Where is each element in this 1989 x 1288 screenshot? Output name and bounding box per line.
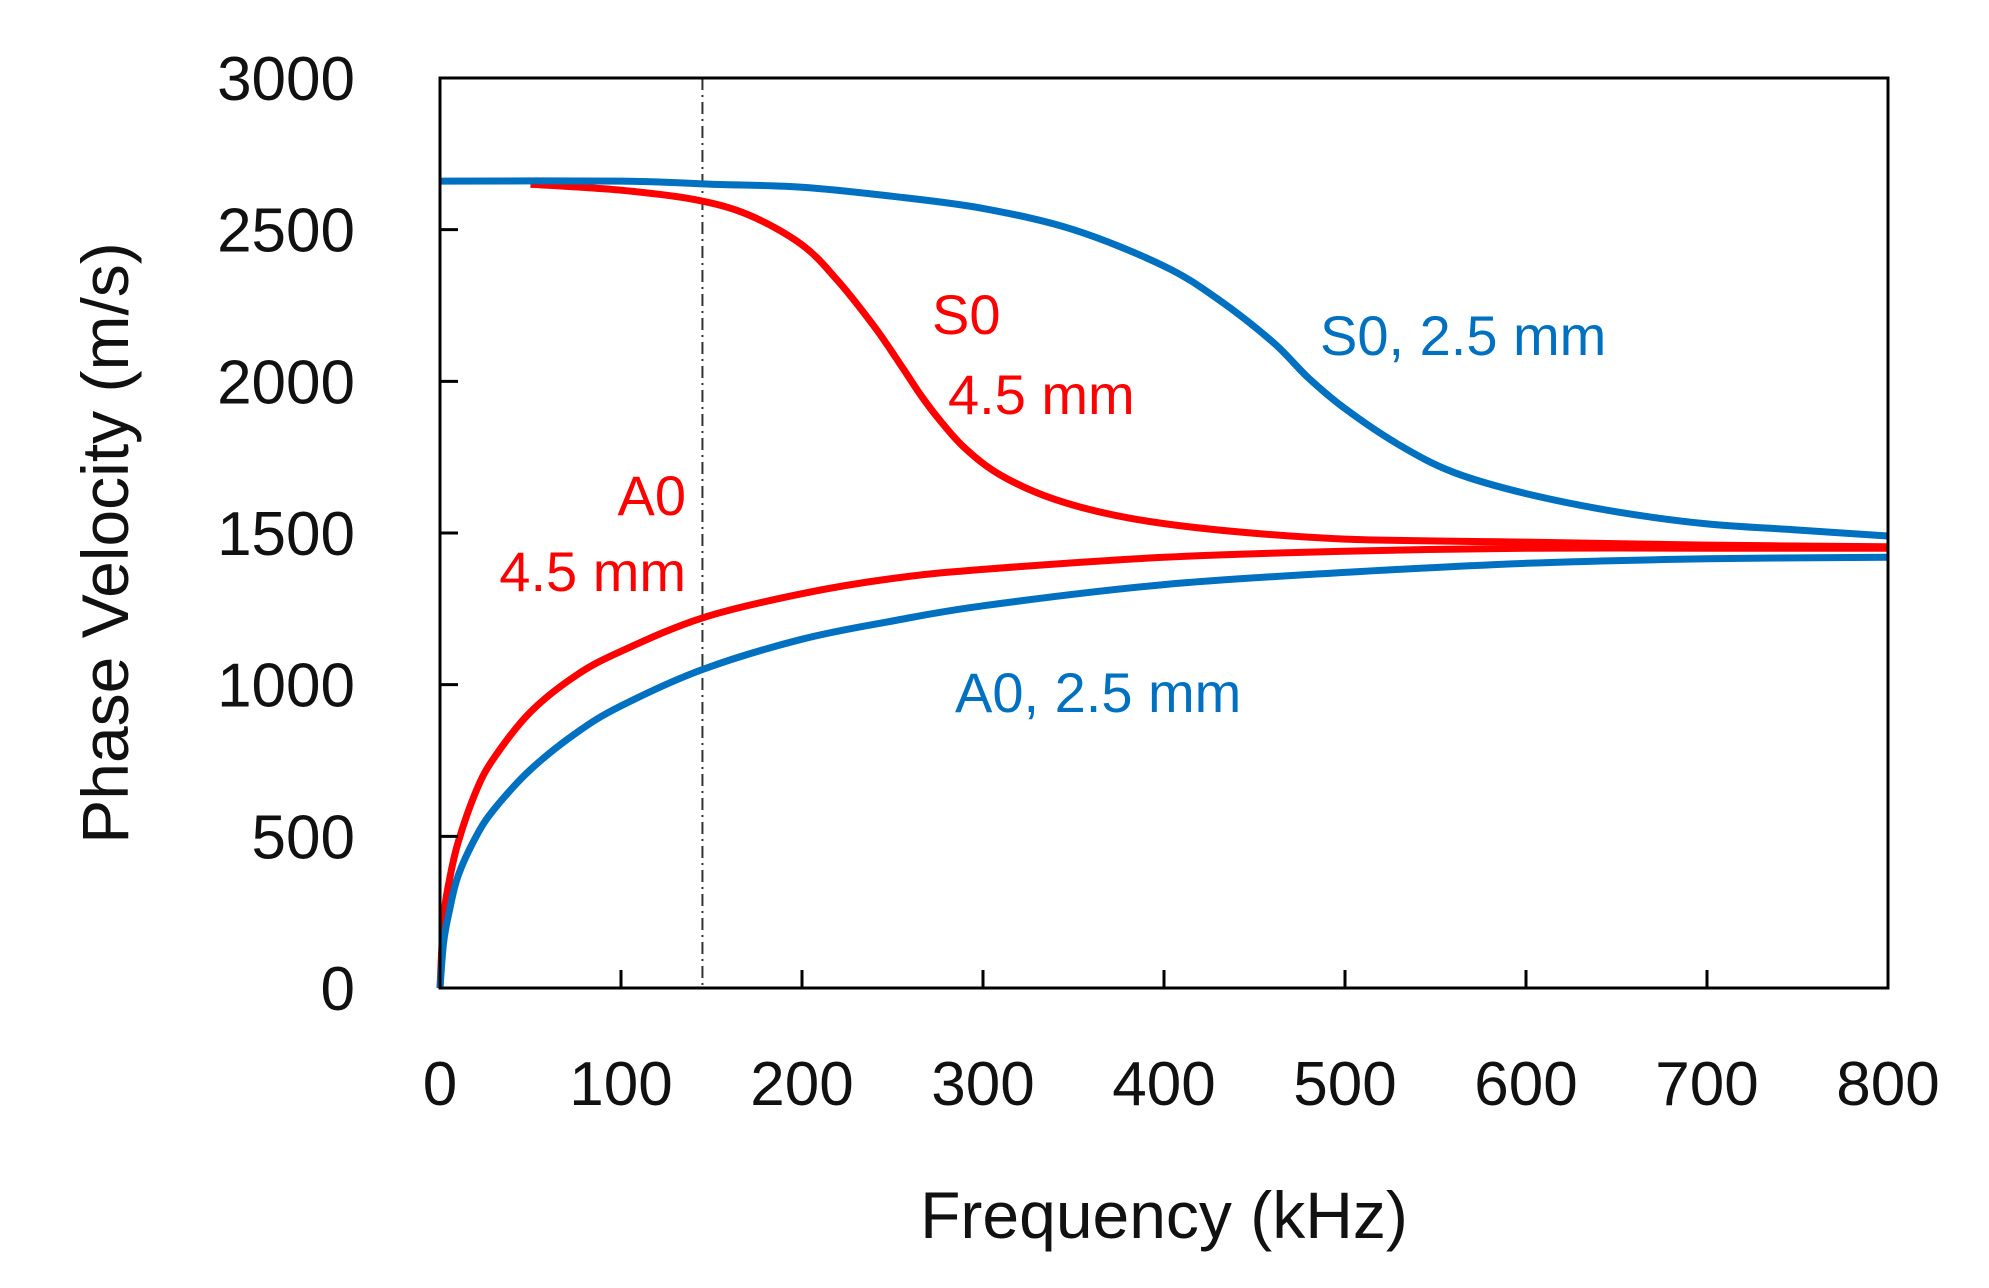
plot-area-frame (438, 76, 1890, 990)
x-tick-label: 700 (1655, 1050, 1758, 1119)
tick-layer: 0 100 200 300 400 500 600 700 800 0 500 1000 1500 200… (217, 45, 1940, 1119)
series-line-a0-2-5-mm (436, 553, 1889, 989)
x-tick-label: 0 (423, 1050, 457, 1119)
x-tick-label: 800 (1836, 1050, 1939, 1119)
series-line-s0-4-5-mm (530, 180, 1889, 551)
series-layer (436, 177, 1889, 989)
series-line-s0-2-5-mm (439, 177, 1889, 540)
x-tick-label: 600 (1474, 1050, 1577, 1119)
x-tick-label: 500 (1293, 1050, 1396, 1119)
y-tick-label: 0 (321, 955, 355, 1024)
y-tick-label: 1000 (217, 652, 355, 721)
series-label: 4.5 mm (499, 540, 686, 603)
y-tick-label: 500 (252, 803, 355, 872)
series-line-a0-4-5-mm (436, 544, 1888, 989)
series-label: A0 (618, 464, 687, 527)
series-label: S0 (932, 283, 1001, 346)
series-label: S0, 2.5 mm (1320, 304, 1606, 367)
y-axis-title: Phase Velocity (m/s) (68, 242, 142, 844)
series-label: A0, 2.5 mm (955, 661, 1241, 724)
x-tick-label: 200 (750, 1050, 853, 1119)
y-tick-label: 2500 (217, 197, 355, 266)
x-axis-title: Frequency (kHz) (920, 1178, 1408, 1252)
series-label-layer: S0 4.5 mm S0, 2.5 mm A0 4.5 mm A0, 2.5 mm (499, 283, 1606, 724)
y-tick-label: 2000 (217, 348, 355, 417)
series-label: 4.5 mm (948, 363, 1135, 426)
y-tick-label: 1500 (217, 500, 355, 569)
x-tick-label: 100 (569, 1050, 672, 1119)
x-tick-label: 400 (1112, 1050, 1215, 1119)
y-tick-label: 3000 (217, 45, 355, 114)
x-tick-label: 300 (931, 1050, 1034, 1119)
